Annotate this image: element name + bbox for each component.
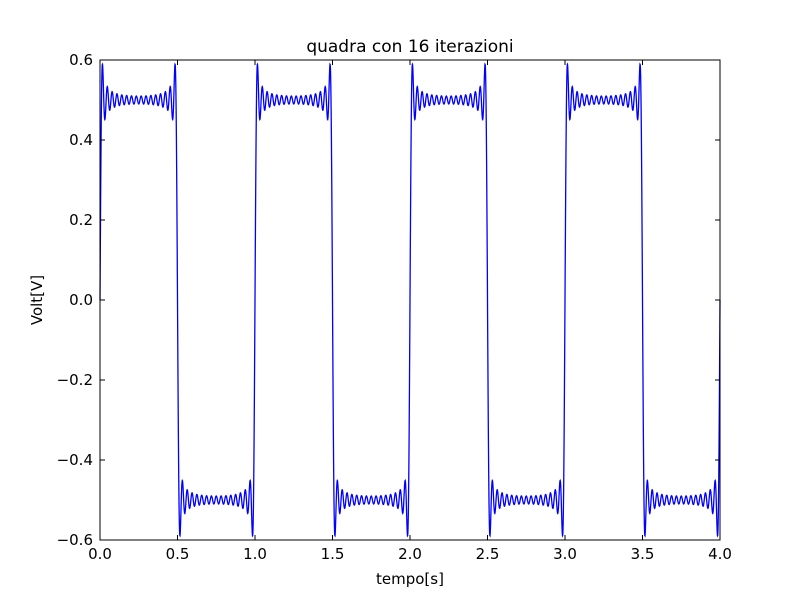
x-tick-label: 4.0 xyxy=(708,545,732,563)
chart-title: quadra con 16 iterazioni xyxy=(306,37,513,57)
x-tick-label: 0.0 xyxy=(88,545,112,563)
y-axis-label: Volt[V] xyxy=(28,275,46,325)
series-line xyxy=(99,62,721,538)
y-tick-label: −0.4 xyxy=(57,451,93,469)
y-tick-label: −0.6 xyxy=(57,531,93,549)
y-tick-label: 0.0 xyxy=(69,291,93,309)
x-tick-label: 0.5 xyxy=(166,545,190,563)
x-tick-label: 3.5 xyxy=(631,545,655,563)
y-tick-label: −0.2 xyxy=(57,371,93,389)
y-tick-label: 0.2 xyxy=(69,211,93,229)
x-axis-ticks: 0.0 0.5 1.0 1.5 2.0 2.5 3.0 3.5 4.0 xyxy=(88,60,732,563)
x-tick-label: 1.0 xyxy=(243,545,267,563)
x-tick-label: 2.0 xyxy=(398,545,422,563)
x-tick-label: 3.0 xyxy=(553,545,577,563)
y-tick-label: 0.6 xyxy=(69,51,93,69)
y-axis-ticks: −0.6 −0.4 −0.2 0.0 0.2 0.4 0.6 xyxy=(57,51,720,549)
x-tick-label: 1.5 xyxy=(321,545,345,563)
x-tick-label: 2.5 xyxy=(476,545,500,563)
y-tick-label: 0.4 xyxy=(69,131,93,149)
series-layer xyxy=(99,62,721,538)
x-axis-label: tempo[s] xyxy=(376,570,444,588)
